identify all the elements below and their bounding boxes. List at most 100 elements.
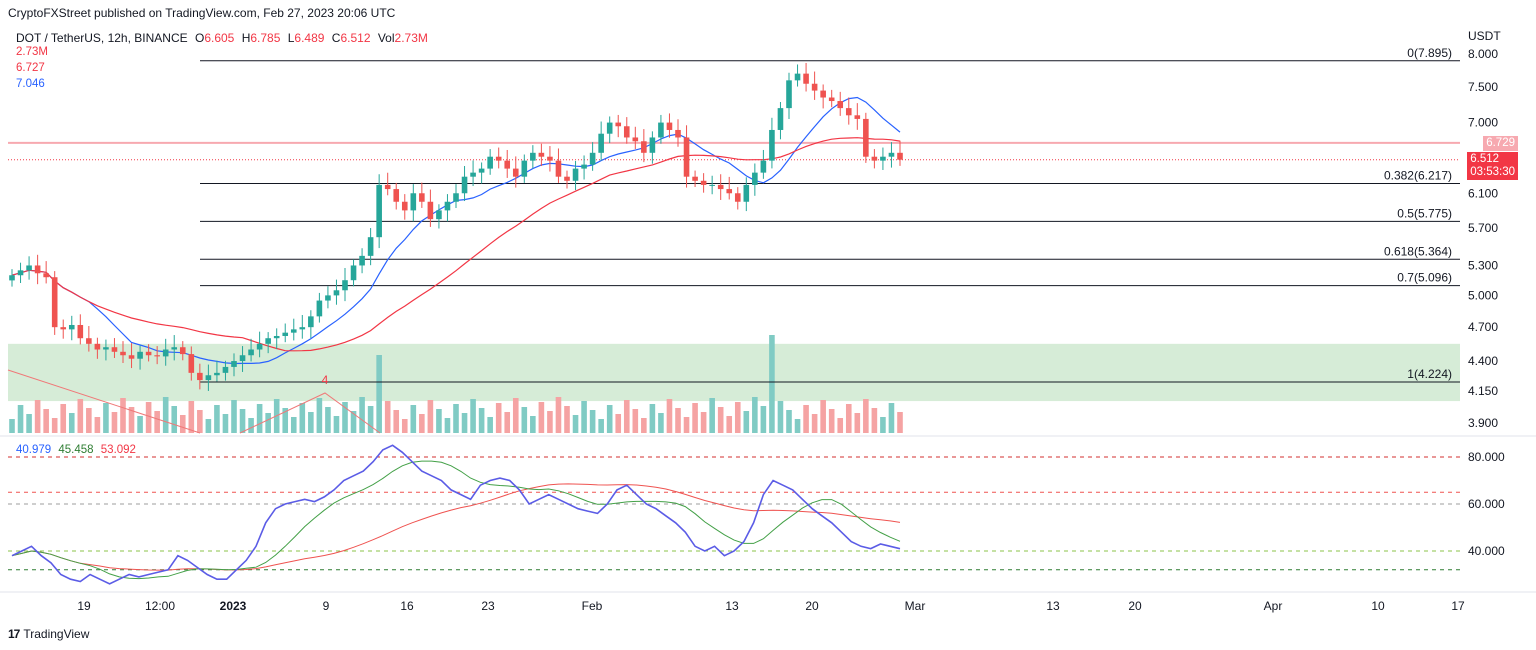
- y-tick-label: 7.500: [1468, 80, 1498, 94]
- candle: [769, 129, 775, 161]
- candle: [478, 168, 485, 173]
- candle: [359, 255, 365, 266]
- candle: [623, 126, 630, 138]
- ma-red-value: 6.727: [16, 62, 45, 74]
- candle: [162, 349, 169, 357]
- candle: [828, 97, 835, 102]
- candle: [555, 160, 562, 177]
- candle: [803, 73, 809, 84]
- volume-bar: [299, 403, 306, 433]
- candle: [512, 168, 519, 177]
- candle: [51, 277, 58, 328]
- candle: [547, 156, 553, 161]
- volume-bar: [777, 401, 784, 433]
- volume-bar: [9, 419, 15, 433]
- candle: [572, 168, 579, 181]
- volume-bar: [803, 405, 809, 433]
- candle: [564, 176, 570, 181]
- volume-bar: [342, 402, 348, 433]
- volume-bar: [666, 399, 673, 433]
- volume-bar: [547, 411, 553, 433]
- volume-bar: [623, 400, 630, 433]
- volume-bar: [854, 413, 861, 433]
- volume-bar: [726, 416, 733, 433]
- volume-bar: [786, 410, 792, 433]
- level-price-tag: 6.729: [1483, 135, 1518, 151]
- volume-bar: [128, 407, 135, 433]
- volume-bar: [51, 418, 58, 433]
- candle: [589, 152, 596, 165]
- annotation-lines: [7, 369, 381, 434]
- candle: [9, 275, 15, 281]
- rsi-tick-label: 60.000: [1468, 497, 1505, 511]
- candle: [871, 156, 878, 161]
- candle: [171, 347, 178, 350]
- candle: [743, 184, 750, 202]
- volume-bar: [530, 416, 536, 433]
- candle: [598, 133, 604, 153]
- volume-bar: [290, 417, 297, 433]
- candle: [111, 347, 118, 352]
- candle: [897, 152, 903, 160]
- y-tick-label: 4.700: [1468, 320, 1498, 334]
- volume-bar: [282, 408, 289, 433]
- rsi-tick-label: 40.000: [1468, 544, 1505, 558]
- rsi-tick-label: 80.000: [1468, 450, 1505, 464]
- candle: [231, 361, 237, 367]
- volume-bar: [641, 418, 647, 433]
- candle: [717, 184, 724, 190]
- symbol-legend[interactable]: DOT / TetherUS, 12h, BINANCE O6.605 H6.7…: [16, 31, 428, 45]
- x-tick-label: 23: [481, 599, 495, 613]
- volume-bar: [359, 397, 365, 433]
- volume-bar: [453, 404, 459, 433]
- candle: [197, 372, 203, 381]
- volume-bar: [828, 409, 835, 433]
- volume-bar: [811, 414, 818, 433]
- fib-label-2: 0.5(5.775): [1397, 206, 1452, 220]
- volume-bar: [60, 404, 67, 433]
- candle: [94, 343, 101, 350]
- candle: [444, 201, 451, 211]
- candle: [410, 193, 417, 211]
- volume-bar: [700, 412, 707, 433]
- volume-bar: [145, 402, 152, 433]
- x-tick-label: 20: [805, 599, 819, 613]
- candle: [308, 316, 314, 328]
- volume-label: Vol: [377, 31, 395, 45]
- candle: [504, 160, 511, 169]
- candle: [709, 184, 715, 186]
- candle: [854, 115, 861, 119]
- rsi-long-ma-value: 53.092: [100, 444, 136, 456]
- volume-bar: [86, 408, 92, 433]
- fib-label-5: 1(4.224): [1407, 367, 1452, 381]
- volume-bar: [26, 414, 32, 433]
- volume-bar: [769, 335, 775, 433]
- candle: [794, 73, 801, 81]
- candle: [60, 327, 67, 330]
- candle: [333, 290, 340, 296]
- x-tick-label: Apr: [1264, 599, 1283, 613]
- volume-bar: [683, 417, 690, 433]
- volume-bar: [598, 419, 604, 433]
- volume-bar: [478, 408, 485, 433]
- candle: [863, 118, 869, 157]
- symbol-name[interactable]: DOT / TetherUS, 12h, BINANCE: [16, 31, 188, 45]
- candle: [290, 329, 297, 333]
- y-axis-unit: USDT: [1468, 29, 1501, 43]
- candle: [683, 137, 690, 177]
- volume-bar: [658, 413, 664, 433]
- candle: [752, 172, 758, 185]
- candle: [427, 201, 434, 220]
- volume-bar: [111, 412, 118, 433]
- volume-bar: [752, 397, 758, 433]
- candle: [316, 300, 323, 317]
- candle: [137, 351, 143, 359]
- volume-bar: [188, 401, 195, 433]
- tradingview-logo[interactable]: 17 TradingView: [8, 627, 89, 641]
- volume-bar: [256, 404, 263, 433]
- candle: [530, 152, 536, 161]
- candle: [26, 265, 32, 271]
- volume-bar: [794, 419, 801, 433]
- candle: [273, 335, 280, 339]
